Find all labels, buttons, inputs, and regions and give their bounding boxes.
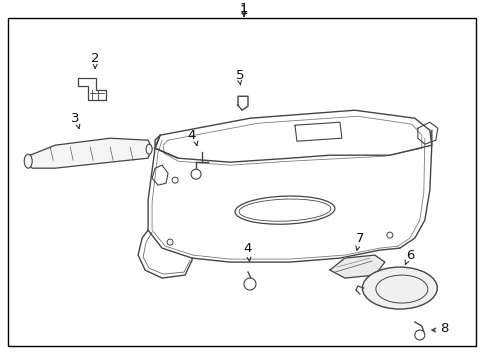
Ellipse shape <box>146 144 152 154</box>
Text: 4: 4 <box>244 242 252 255</box>
Circle shape <box>172 177 178 183</box>
Text: 1: 1 <box>239 4 248 17</box>
Text: 8: 8 <box>439 321 447 334</box>
Text: 3: 3 <box>71 112 79 125</box>
Text: 2: 2 <box>91 52 99 65</box>
Ellipse shape <box>235 196 334 224</box>
Text: 7: 7 <box>355 231 364 244</box>
Circle shape <box>167 239 173 245</box>
Text: 5: 5 <box>235 69 244 82</box>
Circle shape <box>386 232 392 238</box>
Polygon shape <box>25 138 152 168</box>
Text: 1: 1 <box>239 2 248 15</box>
Ellipse shape <box>362 267 436 309</box>
Polygon shape <box>329 255 384 278</box>
Circle shape <box>191 169 201 179</box>
Circle shape <box>414 330 424 340</box>
Circle shape <box>244 278 255 290</box>
Text: 4: 4 <box>187 129 196 142</box>
Ellipse shape <box>24 154 32 168</box>
Text: 6: 6 <box>405 249 413 262</box>
